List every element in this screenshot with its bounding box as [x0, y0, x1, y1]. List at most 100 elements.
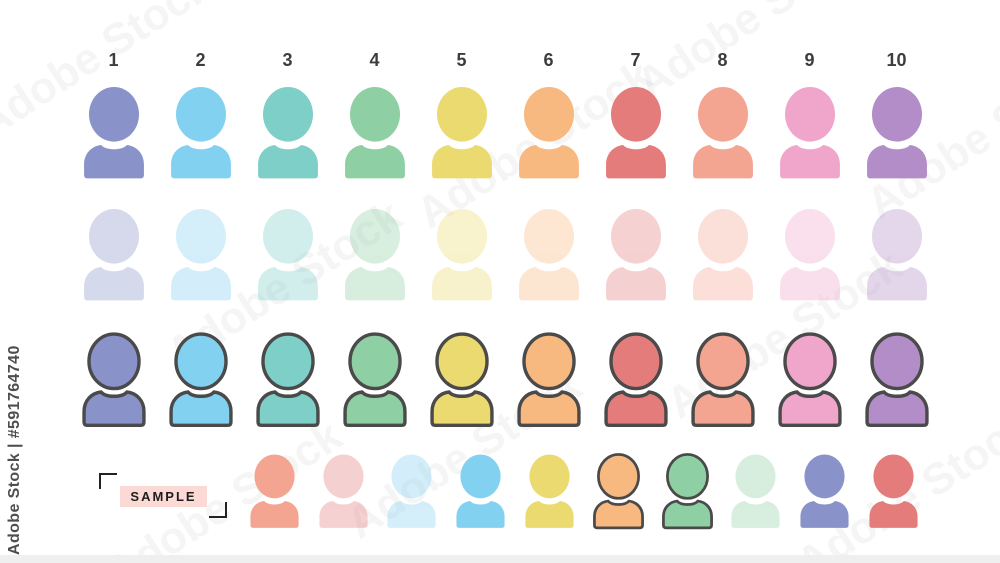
- avatar-cell: [592, 331, 679, 428]
- avatar-cell: [244, 84, 331, 181]
- avatar-cell: [766, 331, 853, 428]
- sample-avatar-cell: [515, 452, 584, 530]
- sample-avatar-cell: [790, 452, 859, 530]
- person-avatar-icon-faded: [866, 209, 927, 301]
- avatar-cell: [766, 206, 853, 303]
- avatar-cell: [505, 331, 592, 428]
- avatar-cell: [766, 84, 853, 181]
- avatar-cell: [331, 331, 418, 428]
- person-avatar-icon-faded: [387, 454, 437, 528]
- person-avatar-icon-faded: [518, 209, 579, 301]
- solid-avatar-row: [70, 84, 940, 181]
- bracket-top-left-icon: [99, 473, 117, 489]
- person-avatar-icon-outlined: [603, 332, 668, 428]
- sample-label-group: SAMPLE: [99, 473, 229, 519]
- person-avatar-icon-solid: [800, 454, 849, 528]
- bottom-edge-band: [0, 555, 1000, 563]
- person-avatar-icon-outlined: [429, 332, 494, 428]
- person-avatar-icon-solid: [518, 87, 579, 179]
- person-avatar-icon-solid: [456, 454, 505, 528]
- person-avatar-icon-outlined: [342, 332, 407, 428]
- person-avatar-icon-faded: [319, 454, 368, 528]
- sample-avatar-cell: [722, 452, 791, 530]
- person-avatar-icon-outlined: [81, 332, 146, 428]
- person-avatar-icon-solid: [525, 454, 574, 528]
- sample-label: SAMPLE: [120, 486, 207, 507]
- sample-avatar-cell: [309, 452, 378, 530]
- sample-avatar-cell: [859, 452, 928, 530]
- avatar-cell: [418, 331, 505, 428]
- person-avatar-icon-faded: [344, 209, 405, 301]
- column-numbers-row: 1 2 3 4 5 6 7 8 9 10: [70, 50, 940, 71]
- person-avatar-icon-solid: [170, 87, 231, 179]
- avatar-cell: [157, 206, 244, 303]
- person-avatar-icon-solid: [250, 454, 299, 528]
- person-avatar-icon-faded: [170, 209, 231, 301]
- avatar-cell: [505, 84, 592, 181]
- avatar-cell: [592, 84, 679, 181]
- outlined-avatar-row: [70, 331, 940, 428]
- sample-avatar-row: [240, 452, 928, 530]
- person-avatar-icon-outlined: [168, 332, 233, 428]
- person-avatar-icon-outlined: [661, 453, 713, 530]
- column-number-label: 2: [195, 50, 206, 70]
- sample-avatar-cell: [378, 452, 447, 530]
- person-avatar-icon-outlined: [255, 332, 320, 428]
- avatar-cell: [505, 206, 592, 303]
- person-avatar-icon-solid: [692, 87, 753, 179]
- avatar-cell: [853, 206, 940, 303]
- watermark-id-text: Adobe Stock | #591764740: [6, 345, 23, 555]
- avatar-cell: [418, 84, 505, 181]
- avatar-cell: [679, 206, 766, 303]
- avatar-cell: [853, 84, 940, 181]
- person-avatar-icon-solid: [869, 454, 918, 528]
- avatar-cell: [679, 331, 766, 428]
- person-avatar-icon-faded: [779, 209, 840, 301]
- avatar-cell: [331, 206, 418, 303]
- person-avatar-icon-outlined: [690, 332, 755, 428]
- person-avatar-icon-solid: [605, 87, 666, 179]
- avatar-cell: [679, 84, 766, 181]
- column-number-label: 6: [543, 50, 554, 70]
- column-number-label: 10: [886, 50, 907, 70]
- person-avatar-icon-faded: [731, 454, 781, 528]
- avatar-cell: [853, 331, 940, 428]
- person-avatar-icon-solid: [344, 87, 405, 179]
- avatar-cell: [244, 331, 331, 428]
- column-number-label: 3: [282, 50, 293, 70]
- person-avatar-icon-solid: [866, 87, 927, 179]
- avatar-cell: [244, 206, 331, 303]
- person-avatar-icon-faded: [692, 209, 753, 301]
- column-number-label: 5: [456, 50, 467, 70]
- column-number-label: 4: [369, 50, 380, 70]
- person-avatar-icon-solid: [83, 87, 144, 179]
- person-avatar-icon-faded: [431, 209, 492, 301]
- sample-avatar-cell: [240, 452, 309, 530]
- avatar-cell: [70, 206, 157, 303]
- sample-avatar-cell: [653, 452, 722, 530]
- person-avatar-icon-outlined: [516, 332, 581, 428]
- avatar-cell: [157, 84, 244, 181]
- column-number-label: 1: [108, 50, 119, 70]
- avatar-cell: [592, 206, 679, 303]
- avatar-cell: [331, 84, 418, 181]
- column-number-label: 8: [717, 50, 728, 70]
- faded-avatar-row: [70, 206, 940, 303]
- column-number-label: 9: [804, 50, 815, 70]
- avatar-cell: [70, 84, 157, 181]
- person-avatar-icon-faded: [83, 209, 144, 301]
- avatar-cell: [157, 331, 244, 428]
- person-avatar-icon-outlined: [864, 332, 929, 428]
- column-number-label: 7: [630, 50, 641, 70]
- person-avatar-icon-solid: [779, 87, 840, 179]
- bracket-bottom-right-icon: [209, 502, 227, 518]
- person-avatar-icon-outlined: [777, 332, 842, 428]
- person-avatar-icon-faded: [257, 209, 318, 301]
- sample-avatar-cell: [446, 452, 515, 530]
- avatar-cell: [418, 206, 505, 303]
- person-avatar-icon-solid: [257, 87, 318, 179]
- person-avatar-icon-solid: [431, 87, 492, 179]
- sample-avatar-cell: [584, 452, 653, 530]
- avatar-cell: [70, 331, 157, 428]
